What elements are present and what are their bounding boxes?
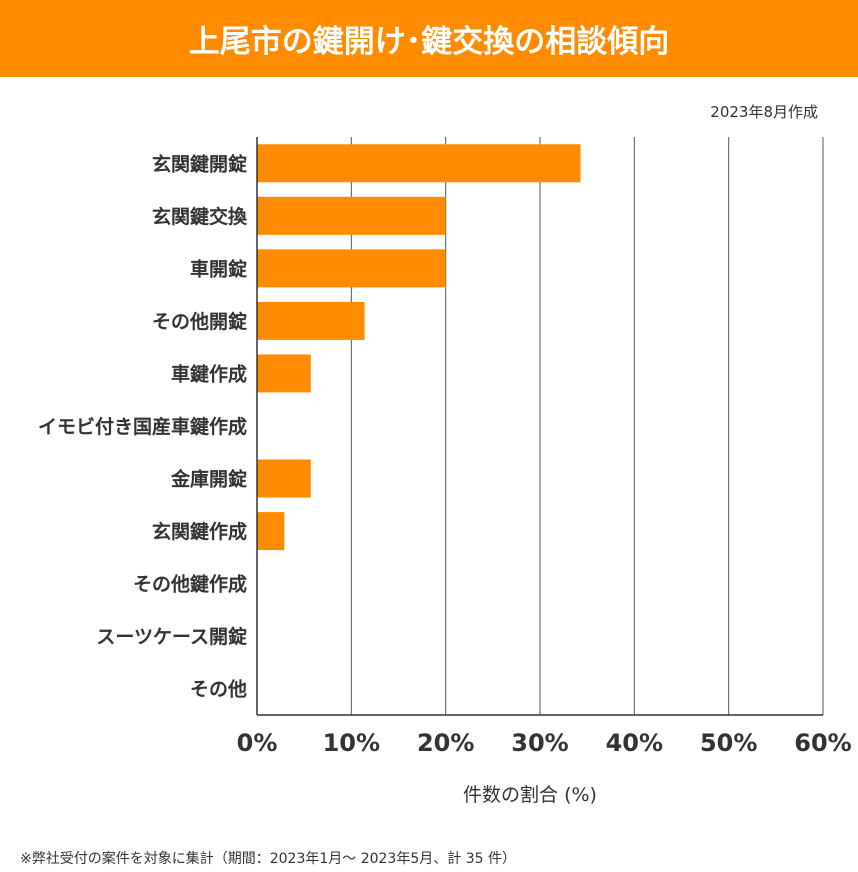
category-label: 玄関鍵交換 [152, 205, 248, 228]
category-label: 玄関鍵作成 [152, 520, 247, 543]
category-label: 車鍵作成 [171, 362, 247, 385]
x-tick-label: 50% [700, 729, 757, 757]
bar [257, 459, 311, 498]
bar [257, 354, 311, 393]
category-label: その他 [190, 678, 247, 701]
bar [257, 249, 446, 288]
bar [257, 196, 446, 235]
x-tick-label: 10% [323, 729, 380, 757]
footnote: ※弊社受付の案件を対象に集計（期間：2023年1月～ 2023年5月、計 35 … [20, 851, 516, 867]
x-tick-label: 20% [417, 729, 474, 757]
x-tick-label: 60% [794, 729, 851, 757]
category-label: 車開錠 [190, 257, 247, 280]
category-label: 玄関鍵開錠 [152, 152, 247, 175]
category-label: その他開錠 [152, 310, 247, 333]
category-label: その他鍵作成 [133, 573, 247, 596]
x-tick-label: 0% [237, 729, 278, 757]
x-tick-label: 30% [511, 729, 568, 757]
bar [257, 301, 365, 340]
chart-title: 上尾市の鍵開け･鍵交換の相談傾向 [0, 0, 858, 77]
bar [257, 512, 285, 551]
bar [257, 144, 581, 183]
category-label: イモビ付き国産車鍵作成 [38, 415, 247, 438]
x-tick-label: 40% [606, 729, 663, 757]
category-label: 金庫開錠 [170, 468, 247, 491]
x-axis-label: 件数の割合 (%) [463, 784, 597, 806]
category-label: スーツケース開錠 [96, 625, 247, 648]
created-date-note: 2023年8月作成 [710, 103, 818, 121]
